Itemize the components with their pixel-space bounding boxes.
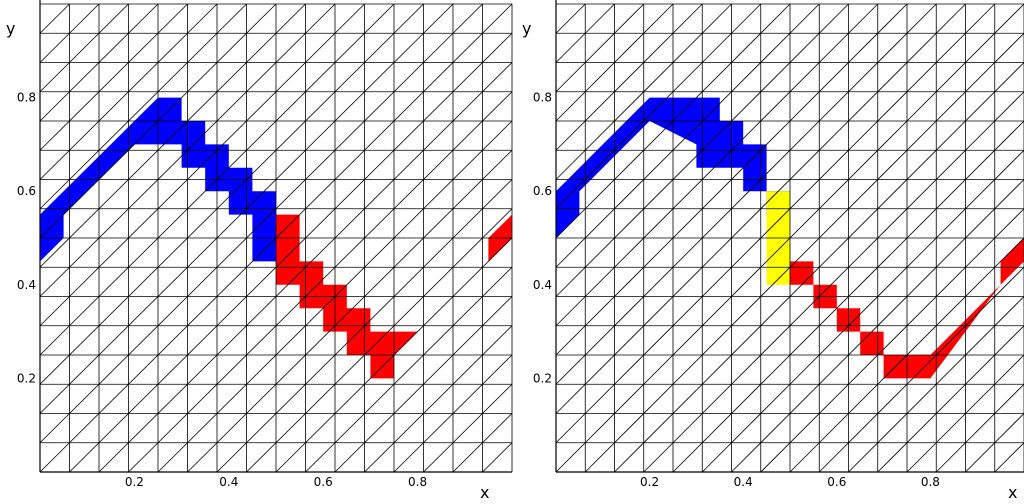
- left-mesh-diagonal: [39, 3, 159, 122]
- right-mesh-diagonal: [731, 179, 1024, 473]
- right-mesh-diagonal: [818, 266, 1024, 473]
- right-region-red: [790, 238, 1024, 379]
- right-mesh-diagonal: [643, 91, 1024, 473]
- right-mesh-diagonal: [555, 3, 879, 327]
- right-mesh-diagonal: [584, 32, 1024, 473]
- right-x-tick-label: 0.6: [827, 475, 846, 489]
- right-mesh-diagonal: [935, 383, 1024, 473]
- right-y-tick-label: 0.4: [533, 278, 552, 292]
- right-mesh-diagonal: [994, 442, 1024, 473]
- right-y-tick-label: 0.6: [533, 184, 552, 198]
- left-y-axis-label: y: [6, 19, 15, 38]
- left-mesh-diagonal: [39, 3, 247, 210]
- right-mesh-diagonal: [555, 3, 849, 297]
- left-mesh-diagonal: [39, 3, 277, 239]
- right-mesh-diagonal: [555, 3, 732, 180]
- right-mesh-diagonal: [555, 3, 820, 268]
- left-mesh-diagonal: [39, 3, 513, 473]
- left-y-tick-label: 0.8: [17, 91, 36, 105]
- right-x-tick-label: 0.2: [640, 475, 659, 489]
- right-y-tick-label: 0.2: [533, 371, 552, 385]
- right-mesh-diagonal: [555, 3, 586, 34]
- left-axes: 0.2 0.4 0.6 0.8 0.2 0.4 0.6 0.8: [17, 0, 512, 489]
- right-x-tick-label: 0.8: [921, 475, 940, 489]
- left-mesh-diagonal: [187, 149, 513, 473]
- left-mesh-diagonal: [39, 3, 365, 327]
- left-x-tick-label: 0.8: [408, 475, 427, 489]
- right-mesh-diagonal: [614, 62, 1024, 473]
- right-mesh-diagonal: [701, 149, 1024, 473]
- left-y-tick-label: 0.4: [17, 278, 36, 292]
- right-mesh-diagonal: [555, 3, 937, 385]
- left-mesh-diagonal: [39, 3, 306, 268]
- left-mesh-diagonal: [334, 296, 513, 473]
- left-mesh-diagonal: [39, 3, 454, 414]
- right-y-axis-label: y: [522, 19, 531, 38]
- right-mesh-diagonal: [555, 3, 615, 63]
- right-mesh-diagonal: [555, 3, 791, 239]
- right-mesh-diagonal: [848, 296, 1024, 473]
- left-mesh-diagonal: [39, 3, 70, 34]
- right-mesh-diagonal: [906, 354, 1024, 473]
- right-mesh-diagonal: [672, 120, 1024, 473]
- right-y-tick-label: 0.8: [533, 91, 552, 105]
- right-axes: 0.2 0.4 0.6 0.8 0.2 0.4 0.6 0.8: [533, 0, 1024, 489]
- right-mesh-diagonal: [555, 3, 645, 93]
- left-mesh-diagonal: [305, 266, 513, 473]
- left-mesh-diagonal: [364, 325, 513, 473]
- left-mesh-diagonal: [39, 3, 336, 297]
- right-mesh-diagonal: [555, 3, 674, 122]
- right-mesh-diagonal: [760, 208, 1024, 473]
- right-x-tick-label: 0.4: [734, 475, 753, 489]
- left-mesh-diagonal: [39, 3, 395, 356]
- right-mesh-diagonal: [555, 3, 703, 151]
- right-mesh-diagonal: [877, 325, 1024, 473]
- left-mesh-diagonal: [39, 3, 424, 385]
- left-x-tick-label: 0.6: [314, 475, 333, 489]
- left-mesh-diagonal: [39, 3, 188, 151]
- right-mesh-diagonal: [555, 3, 996, 444]
- right-mesh-diagonal: [555, 3, 966, 414]
- right-mesh-diagonal: [555, 3, 908, 356]
- right-panel: 0.2 0.4 0.6 0.8 0.2 0.4 0.6 0.8 y x: [522, 0, 1024, 502]
- left-y-tick-label: 0.2: [17, 371, 36, 385]
- right-mesh-diagonal: [555, 3, 762, 210]
- right-triangular-mesh: [555, 3, 1024, 473]
- right-mesh-diagonal: [555, 3, 1024, 473]
- left-mesh-diagonal: [98, 62, 513, 473]
- left-x-tick-label: 0.4: [219, 475, 238, 489]
- left-mesh-diagonal: [39, 3, 218, 180]
- left-mesh-diagonal: [482, 442, 513, 473]
- left-mesh-diagonal: [128, 91, 513, 473]
- left-mesh-diagonal: [423, 383, 513, 473]
- right-mesh-diagonal: [789, 237, 1024, 473]
- left-mesh-diagonal: [157, 120, 513, 473]
- right-x-axis-label: x: [1008, 483, 1017, 502]
- left-mesh-diagonal: [393, 354, 513, 473]
- left-mesh-diagonal: [39, 3, 129, 93]
- left-mesh-diagonal: [246, 208, 513, 473]
- left-x-axis-label: x: [480, 483, 489, 502]
- left-x-tick-label: 0.2: [125, 475, 144, 489]
- left-triangular-mesh: [39, 3, 513, 473]
- left-mesh-diagonal: [69, 32, 513, 473]
- right-mesh-diagonal: [965, 413, 1024, 473]
- left-mesh-diagonal: [275, 237, 513, 473]
- left-mesh-diagonal: [216, 179, 513, 473]
- left-panel: 0.2 0.4 0.6 0.8 0.2 0.4 0.6 0.8 y x: [6, 0, 513, 502]
- left-mesh-diagonal: [39, 3, 100, 63]
- left-y-tick-label: 0.6: [17, 184, 36, 198]
- left-mesh-diagonal: [452, 413, 513, 473]
- left-mesh-diagonal: [39, 3, 483, 444]
